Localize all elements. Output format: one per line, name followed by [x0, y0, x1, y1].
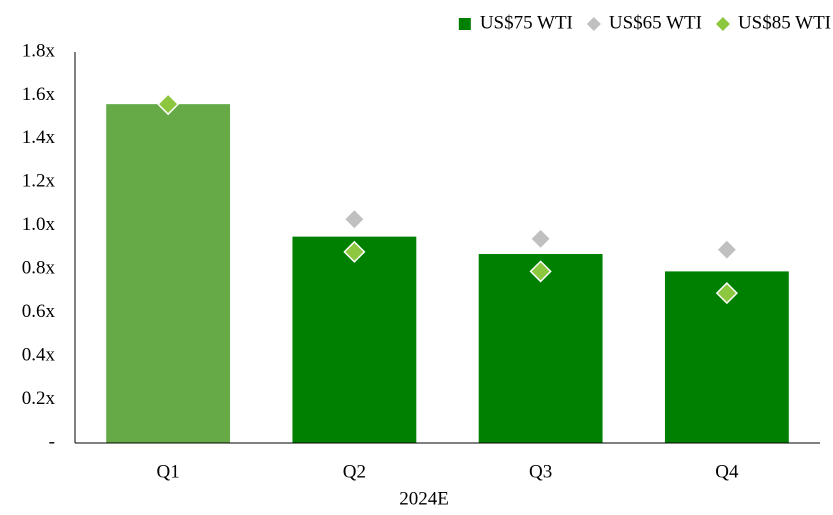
diamond-marker [343, 208, 366, 231]
legend-label: US$75 WTI [480, 12, 573, 33]
legend-swatch [586, 17, 601, 31]
y-tick-label: 0.6x [22, 301, 56, 322]
legend-swatch [458, 18, 471, 30]
y-tick-label: - [49, 431, 55, 452]
y-tick-label: 0.4x [22, 344, 56, 365]
legend-swatch [715, 17, 730, 31]
y-tick-label: 1.8x [22, 40, 56, 61]
y-tick-label: 0.2x [22, 388, 56, 409]
diamond-marker [715, 238, 738, 261]
y-tick-label: 1.6x [22, 84, 56, 105]
y-tick-label: 1.2x [22, 171, 56, 192]
bar [106, 104, 231, 443]
y-tick-label: 0.8x [22, 258, 56, 279]
legend-label: US$85 WTI [738, 12, 831, 33]
x-tick-label: Q1 [157, 461, 180, 482]
y-tick-label: 1.0x [22, 214, 56, 235]
diamond-marker [715, 282, 738, 305]
diamond-marker [529, 260, 552, 283]
diamond-marker [343, 240, 366, 263]
bar [478, 254, 603, 443]
diamond-marker [157, 93, 180, 116]
legend-label: US$65 WTI [609, 12, 702, 33]
x-tick-label: Q4 [715, 461, 739, 482]
y-tick-label: 1.4x [22, 127, 56, 148]
bar [292, 236, 417, 443]
diamond-marker [529, 227, 552, 250]
x-tick-label: Q2 [343, 461, 366, 482]
x-axis-label: 2024E [399, 488, 449, 509]
x-tick-label: Q3 [529, 461, 552, 482]
